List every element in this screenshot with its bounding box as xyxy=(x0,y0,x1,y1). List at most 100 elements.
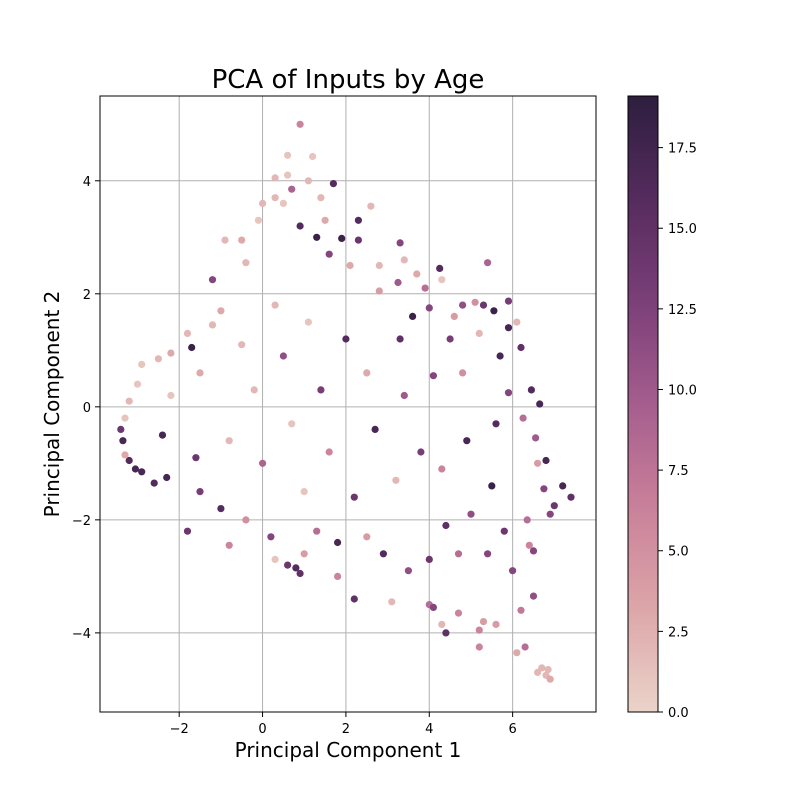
scatter-point xyxy=(527,386,536,394)
scatter-point xyxy=(259,459,267,467)
scatter-point xyxy=(504,324,513,332)
scatter-point xyxy=(292,564,300,572)
scatter-point xyxy=(529,592,538,600)
x-axis-label: Principal Component 1 xyxy=(235,738,462,762)
scatter-point xyxy=(379,550,387,558)
scatter-point xyxy=(454,609,463,617)
scatter-point xyxy=(154,355,162,363)
scatter-point xyxy=(542,456,550,465)
scatter-point xyxy=(446,335,454,343)
scatter-point xyxy=(350,595,358,603)
scatter-point xyxy=(363,533,371,541)
scatter-point xyxy=(413,270,421,278)
scatter-point xyxy=(125,456,133,465)
x-tick-label: 6 xyxy=(508,722,516,737)
scatter-point xyxy=(317,386,325,394)
scatter-point xyxy=(342,335,350,343)
scatter-point xyxy=(138,360,146,368)
scatter-point xyxy=(496,352,504,360)
scatter-point xyxy=(321,216,329,224)
scatter-point xyxy=(288,185,296,193)
scatter-point xyxy=(121,451,129,459)
scatter-point xyxy=(183,329,192,337)
colorbar-tick-label: 17.5 xyxy=(668,142,697,157)
colorbar-tick-label: 0.0 xyxy=(668,706,689,721)
scatter-point xyxy=(309,152,317,161)
scatter-point xyxy=(375,261,383,270)
scatter-point xyxy=(163,473,171,482)
scatter-point xyxy=(167,391,175,400)
scatter-point xyxy=(500,527,508,535)
scatter-point xyxy=(442,629,450,637)
scatter-point xyxy=(125,397,133,405)
scatter-point xyxy=(388,598,396,606)
scatter-point xyxy=(534,668,542,677)
scatter-point xyxy=(438,620,446,629)
scatter-point xyxy=(158,431,167,439)
scatter-point xyxy=(238,236,246,244)
colorbar-tick-label: 7.5 xyxy=(668,464,689,479)
scatter-point xyxy=(471,298,479,306)
colorbar-tick-label: 15.0 xyxy=(668,222,697,237)
scatter-point xyxy=(279,199,287,207)
scatter-point xyxy=(540,485,548,493)
scatter-point xyxy=(396,239,404,247)
scatter-point xyxy=(119,437,127,445)
scatter-point xyxy=(296,222,304,230)
y-tick-label: 2 xyxy=(83,288,91,303)
scatter-point xyxy=(559,482,567,490)
x-tick-label: 0 xyxy=(258,722,266,737)
scatter-point xyxy=(394,278,402,287)
scatter-points xyxy=(117,120,575,683)
scatter-point xyxy=(504,389,513,397)
scatter-point xyxy=(304,318,312,326)
scatter-point xyxy=(167,349,175,357)
scatter-point xyxy=(183,527,192,535)
scatter-point xyxy=(425,555,433,564)
scatter-point xyxy=(296,569,304,578)
scatter-point xyxy=(188,343,196,352)
scatter-point xyxy=(225,541,233,549)
y-axis-label: Principal Component 2 xyxy=(40,291,64,518)
scatter-point xyxy=(475,329,483,337)
scatter-point xyxy=(517,606,525,614)
scatter-point xyxy=(429,603,437,612)
scatter-point xyxy=(519,414,527,422)
scatter-point xyxy=(392,476,400,484)
colorbar-tick-label: 2.5 xyxy=(668,625,689,640)
scatter-point xyxy=(546,675,554,683)
scatter-point xyxy=(138,468,146,476)
scatter-point xyxy=(546,510,554,518)
scatter-point xyxy=(538,664,546,672)
scatter-point xyxy=(479,618,488,626)
scatter-point xyxy=(523,516,531,524)
scatter-point xyxy=(325,250,333,258)
x-tick-label: 4 xyxy=(425,722,433,737)
scatter-point xyxy=(450,312,458,320)
colorbar-tick-label: 10.0 xyxy=(668,383,697,398)
scatter-point xyxy=(271,555,279,564)
scatter-point xyxy=(396,335,404,343)
y-tick-label: −2 xyxy=(72,514,91,529)
scatter-point xyxy=(492,420,500,428)
scatter-point xyxy=(304,177,312,185)
scatter-point xyxy=(317,194,325,202)
scatter-point xyxy=(367,202,375,210)
scatter-point xyxy=(529,547,538,555)
y-tick-label: 0 xyxy=(83,401,91,416)
scatter-point xyxy=(504,297,513,305)
scatter-point xyxy=(429,372,437,380)
scatter-point xyxy=(329,180,337,188)
scatter-point xyxy=(259,199,267,207)
chart-title: PCA of Inputs by Age xyxy=(212,65,485,95)
scatter-point xyxy=(484,259,492,267)
scatter-point xyxy=(242,259,250,267)
scatter-point xyxy=(334,538,342,547)
x-tick-label: −2 xyxy=(170,722,189,737)
scatter-point xyxy=(354,236,362,244)
scatter-point xyxy=(517,343,525,352)
scatter-point xyxy=(271,194,279,202)
scatter-point xyxy=(338,234,346,242)
scatter-point xyxy=(363,369,371,377)
